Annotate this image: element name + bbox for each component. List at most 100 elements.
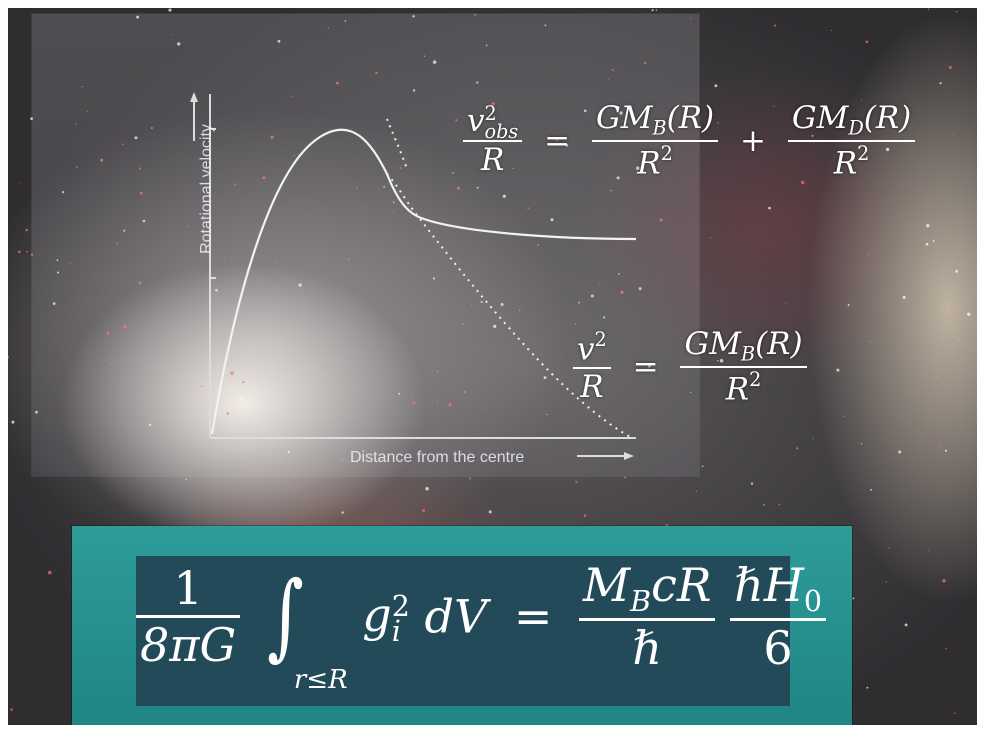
differential-dv: dV: [424, 589, 488, 644]
nebula-spot: [455, 119, 458, 122]
star-dot: [239, 396, 243, 400]
rotation-curve-panel: Rotational velocity Distance from the ce…: [32, 14, 699, 476]
star-dot: [967, 312, 971, 317]
star-dot: [493, 324, 497, 329]
expected-curve-upper-dots: [386, 118, 408, 170]
star-dot: [719, 358, 724, 363]
lhs-fraction: v2 R: [573, 328, 611, 405]
nebula-spot: [842, 415, 845, 418]
hbar-h-symbol: ℏH: [734, 558, 804, 612]
g-symbol: g: [362, 588, 392, 643]
r-denominator: R: [833, 145, 858, 182]
nebula-spot: [659, 218, 663, 222]
nebula-spot: [375, 71, 378, 75]
nebula-spot: [270, 135, 274, 139]
nebula-spot: [607, 109, 609, 111]
nebula-spot: [785, 302, 787, 305]
bulge-sub: B: [652, 116, 667, 140]
nebula-spot: [230, 371, 234, 375]
star-dot: [812, 438, 814, 440]
nebula-spot: [392, 200, 395, 204]
bulge-sub: B: [740, 342, 756, 366]
nebula-spot: [25, 228, 28, 232]
star-dot: [690, 391, 692, 393]
lhs-sup: 2: [594, 327, 607, 351]
star-dot: [425, 487, 429, 491]
star-dot: [35, 410, 38, 414]
integral-limit: r≤R: [293, 665, 348, 696]
star-dot: [136, 15, 140, 19]
nebula-spot: [81, 85, 83, 88]
nebula-spot: [226, 412, 229, 415]
nebula-spot: [463, 390, 467, 394]
expected-keplerian-curve: [386, 173, 633, 439]
star-dot: [26, 251, 28, 253]
star-dot: [348, 258, 350, 260]
nebula-spot: [457, 186, 460, 190]
nebula-spot: [86, 110, 88, 112]
nebula-spot: [247, 353, 249, 355]
star-dot: [383, 186, 385, 188]
nebula-spot: [945, 647, 947, 650]
disk-mass-fraction: GMD(R) R2: [787, 100, 916, 182]
radius-arg: (R): [755, 326, 803, 362]
star-dot: [866, 686, 869, 689]
nebula-spot: [796, 447, 799, 450]
nebula-spot: [138, 167, 141, 170]
frac3-denominator: 6: [730, 617, 826, 675]
star-dot: [937, 376, 939, 378]
star-dot: [811, 135, 814, 137]
bulge-mass-fraction: GMB(R) R2: [680, 326, 807, 407]
star-dot: [185, 478, 187, 481]
nebula-spot: [690, 17, 692, 20]
nebula-spot: [412, 401, 416, 404]
star-dot: [885, 581, 887, 583]
nebula-spot: [491, 102, 495, 106]
star-dot: [709, 236, 711, 238]
star-dot: [325, 373, 327, 375]
nebula-spot: [122, 143, 124, 146]
nebula-spot: [242, 381, 245, 384]
star-dot: [768, 206, 771, 210]
nebula-spot: [869, 340, 871, 343]
nebula-spot: [954, 712, 956, 715]
star-dot: [955, 269, 959, 273]
star-dot: [870, 488, 872, 491]
star-dot: [647, 364, 652, 368]
galaxy-background: Rotational velocity Distance from the ce…: [8, 8, 977, 725]
star-dot: [852, 597, 855, 600]
nebula-spot: [555, 137, 559, 141]
star-dot: [298, 283, 302, 287]
nebula-spot: [20, 183, 22, 185]
star-dot: [701, 465, 704, 468]
star-dot: [636, 166, 640, 170]
star-dot: [293, 154, 295, 156]
nebula-spot: [399, 167, 402, 169]
nebula-spot: [620, 290, 624, 294]
star-dot: [52, 302, 56, 305]
nebula-spot: [527, 207, 530, 209]
star-dot: [519, 309, 521, 311]
nebula-spot: [158, 436, 160, 438]
star-dot: [11, 420, 15, 424]
star-dot: [861, 443, 863, 445]
nebula-spot: [201, 385, 203, 388]
x-axis-label: Distance from the centre: [350, 449, 525, 466]
star-dot: [512, 167, 514, 169]
star-dot: [750, 482, 754, 485]
star-dot: [502, 194, 506, 198]
nebula-spot: [938, 443, 941, 446]
nebula-spot: [356, 186, 358, 189]
nebula-spot: [611, 68, 614, 71]
star-dot: [925, 242, 929, 246]
cr-symbol: cR: [651, 558, 712, 612]
star-dot: [412, 15, 415, 18]
star-dot: [898, 450, 902, 454]
nebula-spot: [948, 65, 952, 70]
nebula-spot: [422, 509, 425, 512]
nebula-spot: [942, 579, 946, 583]
baryonic-velocity-equation: v2 R = GMB(R) R2: [573, 326, 807, 407]
star-dot: [277, 39, 281, 43]
nebula-spot: [138, 281, 142, 285]
star-dot: [590, 294, 594, 298]
